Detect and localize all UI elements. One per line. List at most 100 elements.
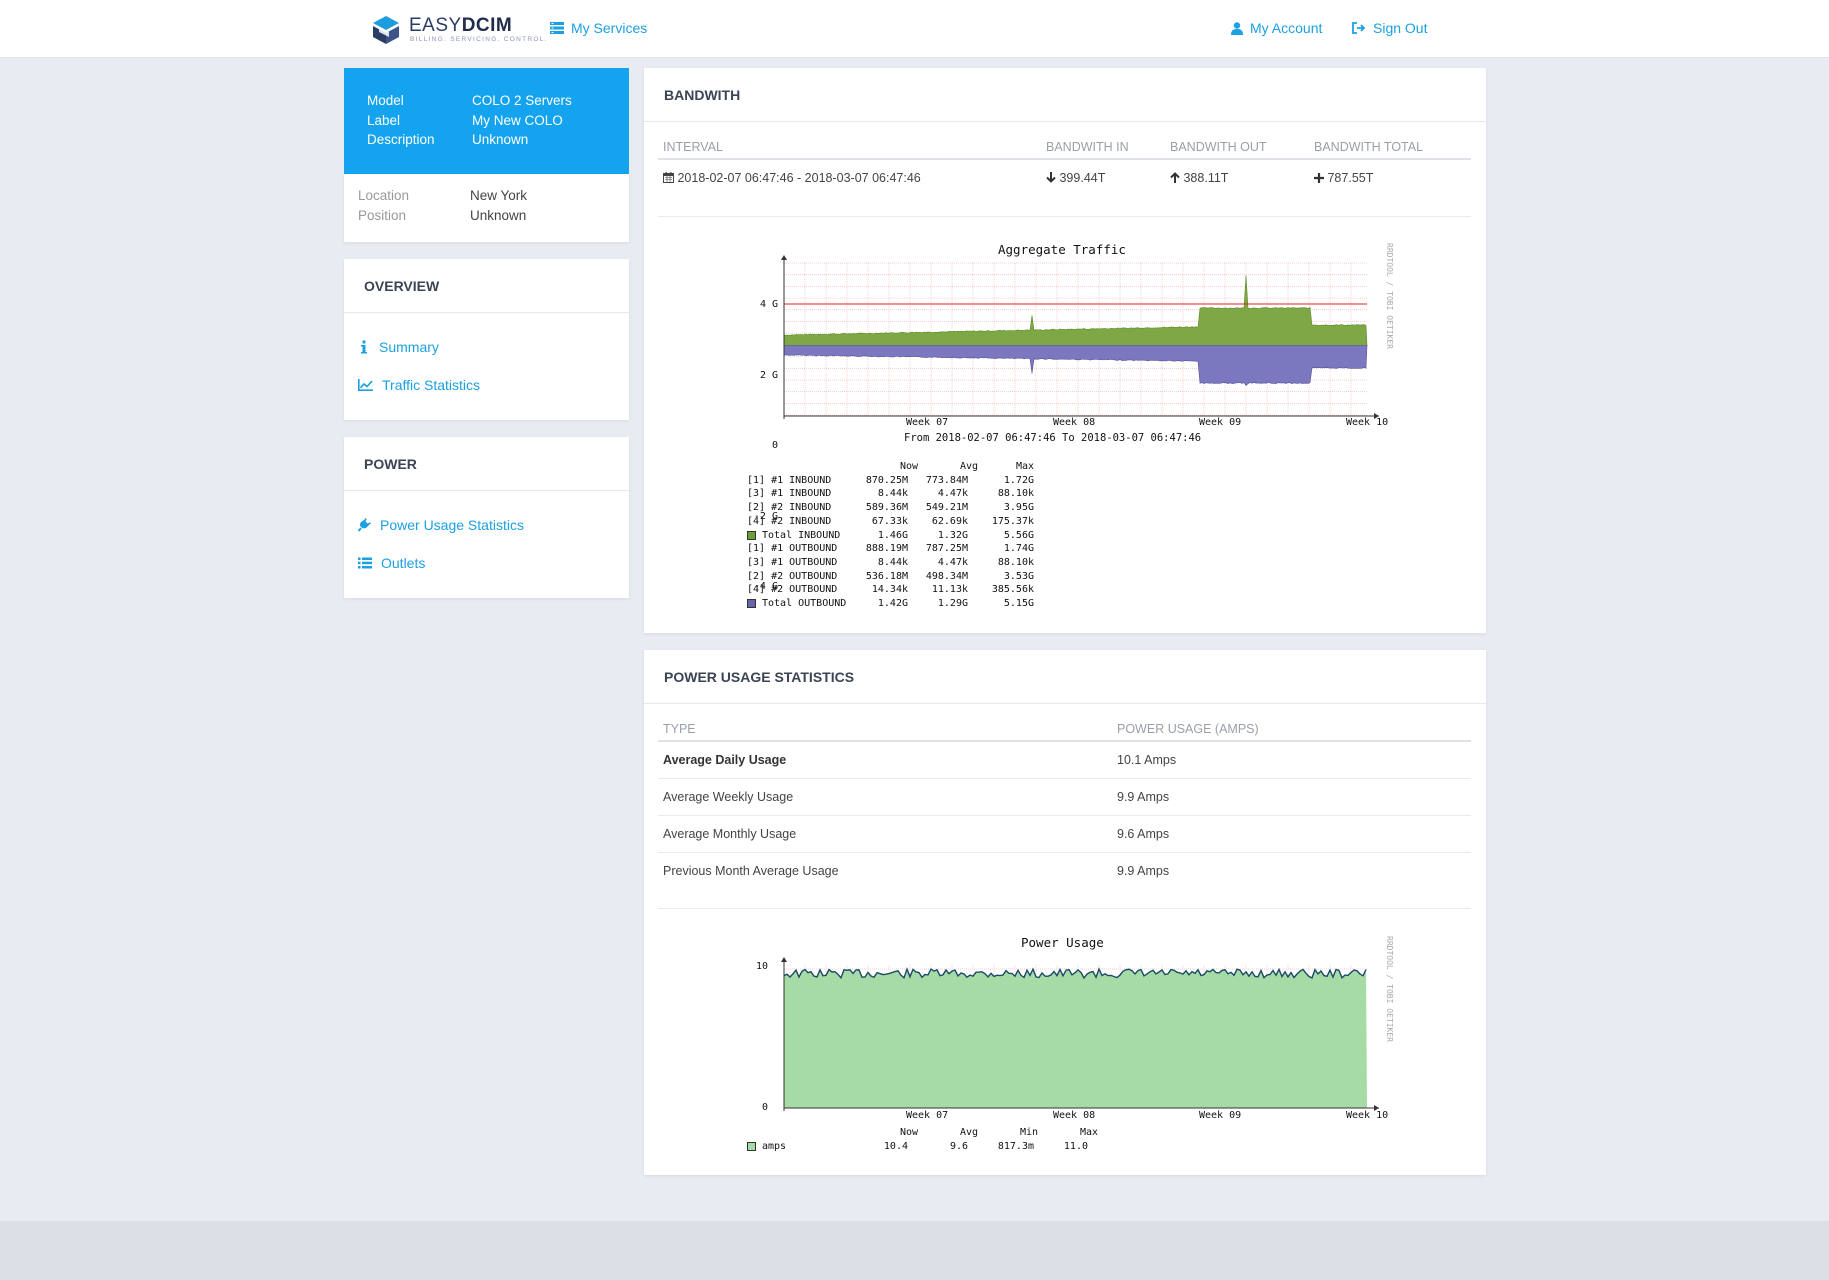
position-value: Unknown <box>470 207 527 223</box>
legend-max: 1.74G <box>1003 543 1034 555</box>
total-value: 787.55T <box>1327 171 1374 185</box>
legend-now: 1.46G <box>877 529 908 541</box>
legend-row: Total INBOUND 1.46G 1.32G 5.56G <box>747 530 1087 543</box>
menu-power-usage-statistics[interactable]: Power Usage Statistics <box>344 506 629 544</box>
legend-row: [2] #2 INBOUND 589.36M 549.21M 3.95G <box>747 502 1087 515</box>
legend-header-max: Max <box>1015 461 1034 472</box>
legend-row: [1] #1 OUTBOUND 888.19M 787.25M 1.74G <box>747 543 1087 556</box>
legend-avg: 1.29G <box>937 598 968 609</box>
legend-name: amps <box>762 1141 787 1152</box>
out-cell: 388.11T <box>1165 159 1309 196</box>
power-title: POWER <box>344 437 629 491</box>
bandwidth-panel: BANDWITH INTERVAL BANDWITH IN BANDWITH O… <box>644 68 1486 633</box>
legend-now: 888.19M <box>865 543 908 555</box>
menu-outlets[interactable]: Outlets <box>344 544 629 582</box>
traffic-legend: Now Avg Max [1] #1 INBOUND 870.25M 773.84M… <box>747 461 1087 611</box>
nav-my-account[interactable]: My Account <box>1231 20 1322 36</box>
ytick-label: 0 <box>771 440 778 451</box>
legend-name: [3] #1 OUTBOUND <box>747 556 838 568</box>
legend-row: [4] #2 INBOUND 67.33k 62.69k 175.37k <box>747 516 1087 529</box>
traffic-graph-watermark: RRDTOOL / TOBI OETIKER <box>1385 243 1394 349</box>
legend-name: [3] #1 INBOUND <box>747 488 832 500</box>
legend-avg: 549.21M <box>925 502 968 514</box>
sign-out-icon <box>1352 22 1366 34</box>
line-chart-icon <box>358 379 373 391</box>
service-info-details: Location New York Position Unknown <box>344 174 629 242</box>
legend-name: [2] #2 INBOUND <box>747 502 832 514</box>
legend-max: 88.10k <box>997 556 1034 568</box>
legend-name: Total INBOUND <box>762 529 841 541</box>
location-value: New York <box>470 188 528 203</box>
info-icon <box>361 340 367 354</box>
easydcim-logo-icon <box>373 16 399 44</box>
ytick-label: 2 G <box>759 369 778 381</box>
bandwidth-table: INTERVAL BANDWITH IN BANDWITH OUT BANDWI… <box>658 135 1471 196</box>
server-icon <box>550 22 564 34</box>
col-bandwidth-out: BANDWITH OUT <box>1165 135 1309 160</box>
menu-summary[interactable]: Summary <box>344 328 629 366</box>
brand-tagline: BILLING. SERVICING. CONTROL. <box>410 36 548 43</box>
nav-my-services[interactable]: My Services <box>550 20 647 36</box>
menu-traffic-statistics-label: Traffic Statistics <box>382 377 481 393</box>
power-graph-title: Power Usage <box>1021 935 1104 950</box>
legend-name: [1] #1 INBOUND <box>747 474 832 486</box>
list-icon <box>358 557 372 569</box>
traffic-graph-title: Aggregate Traffic <box>998 242 1126 257</box>
xtick-label: Week 09 <box>1199 417 1242 428</box>
menu-outlets-label: Outlets <box>381 555 426 571</box>
nav-my-account-label: My Account <box>1250 20 1323 36</box>
legend-name: [4] #2 OUTBOUND <box>747 584 838 596</box>
power-area <box>784 969 1367 1108</box>
model-value: COLO 2 Servers <box>472 93 572 108</box>
location-key: Location <box>358 188 410 203</box>
position-key: Position <box>358 207 407 223</box>
out-value: 388.11T <box>1183 171 1229 185</box>
nav-sign-out-label: Sign Out <box>1373 20 1428 36</box>
nav-sign-out[interactable]: Sign Out <box>1352 20 1427 36</box>
inbound-area <box>783 275 1368 346</box>
service-info-header: Model COLO 2 Servers Label My New COLO D… <box>344 68 629 174</box>
traffic-graph <box>781 255 1379 419</box>
legend-now: 1.42G <box>877 598 908 609</box>
legend-row: [4] #2 OUTBOUND 14.34k 11.13k 385.56k <box>747 584 1087 597</box>
legend-avg: 62.69k <box>931 515 968 527</box>
page-footer <box>0 1221 1829 1280</box>
legend-header-avg: Avg <box>959 461 978 472</box>
legend-header-min: Min <box>1019 1127 1038 1138</box>
interval-value: 2018-02-07 06:47:46 - 2018-03-07 06:47:4… <box>677 171 921 185</box>
legend-row: Total OUTBOUND 1.42G 1.29G 5.15G <box>747 598 1087 611</box>
legend-max: 3.53G <box>1003 570 1034 582</box>
label-key: Label <box>367 112 401 128</box>
legend-header-now: Now <box>899 461 918 472</box>
plug-icon <box>358 518 371 532</box>
legend-now: 589.36M <box>865 502 908 514</box>
legend-avg: 11.13k <box>931 584 968 596</box>
brand-word-b: DCIM <box>461 15 513 36</box>
legend-header-avg: Avg <box>959 1127 978 1138</box>
legend-row: amps 10.4 9.6 817.3m 11.0 <box>747 1141 1088 1154</box>
menu-summary-label: Summary <box>379 339 439 355</box>
legend-max: 1.72G <box>1003 474 1034 486</box>
arrow-down-icon <box>1046 172 1056 183</box>
legend-name: [4] #2 INBOUND <box>747 515 832 527</box>
legend-max: 385.56k <box>991 584 1034 596</box>
power-statistics-panel: POWER USAGE STATISTICS TYPE POWER USAGE … <box>644 650 1486 1175</box>
legend-row: [1] #1 INBOUND 870.25M 773.84M 1.72G <box>747 475 1087 488</box>
outbound-area <box>783 345 1368 386</box>
menu-traffic-statistics[interactable]: Traffic Statistics <box>344 366 629 404</box>
table-row: Average Weekly Usage 9.9 Amps <box>658 778 1471 816</box>
bandwidth-separator <box>658 216 1471 217</box>
arrow-up-icon <box>1170 172 1180 183</box>
power-separator <box>658 908 1471 909</box>
legend-avg: 773.84M <box>925 474 968 486</box>
brand-logo[interactable]: EASYDCIM BILLING. SERVICING. CONTROL. <box>370 14 546 46</box>
bandwidth-title: BANDWITH <box>644 68 1486 122</box>
legend-now: 14.34k <box>871 584 908 596</box>
legend-avg: 4.47k <box>937 488 968 500</box>
legend-now: 8.44k <box>877 556 908 568</box>
bandwidth-table-header: INTERVAL BANDWITH IN BANDWITH OUT BANDWI… <box>658 135 1471 160</box>
plus-icon <box>1314 173 1324 183</box>
ytick-label: -2 G <box>753 510 778 522</box>
legend-avg: 4.47k <box>937 556 968 568</box>
user-icon <box>1231 21 1243 35</box>
